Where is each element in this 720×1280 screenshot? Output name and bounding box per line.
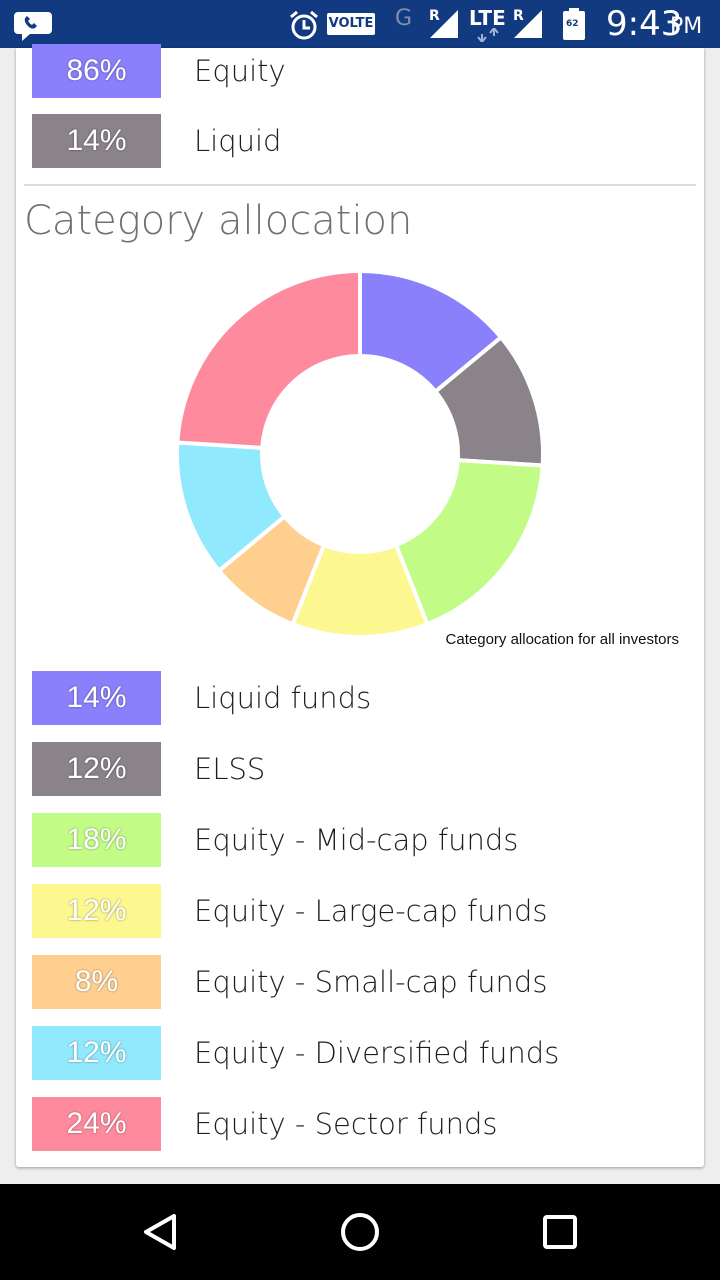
battery-icon bbox=[563, 8, 585, 40]
section-title: Category allocation bbox=[24, 198, 413, 244]
legend-row-small-cap: 8% Equity - Small-cap funds bbox=[32, 955, 692, 1009]
legend-label: Equity - Diversified funds bbox=[194, 1036, 560, 1070]
percent-swatch: 12% bbox=[32, 884, 161, 938]
legend-row-elss: 12% ELSS bbox=[32, 742, 692, 796]
percent-swatch: 12% bbox=[32, 1026, 161, 1080]
network-type-g: G bbox=[395, 6, 413, 31]
legend-label: Equity bbox=[194, 54, 286, 88]
percent-swatch: 14% bbox=[32, 114, 161, 168]
legend-label: Equity - Small-cap funds bbox=[194, 965, 548, 999]
percent-swatch: 86% bbox=[32, 44, 161, 98]
home-circle-icon[interactable] bbox=[332, 1208, 388, 1256]
status-bar: VOLTE G R LTE R 62 9:43 PM bbox=[0, 0, 720, 48]
asset-row-equity: 86% Equity bbox=[32, 44, 692, 98]
roaming-indicator: R bbox=[429, 8, 440, 24]
percent-swatch: 8% bbox=[32, 955, 161, 1009]
percent-swatch: 24% bbox=[32, 1097, 161, 1151]
data-arrows-icon bbox=[477, 28, 499, 42]
legend-label: Liquid bbox=[194, 124, 282, 158]
clock-ampm: PM bbox=[670, 14, 703, 39]
legend-row-large-cap: 12% Equity - Large-cap funds bbox=[32, 884, 692, 938]
legend-row-diversified: 12% Equity - Diversified funds bbox=[32, 1026, 692, 1080]
battery-level: 62 bbox=[566, 19, 579, 29]
donut-slice-equity-sector-funds bbox=[175, 268, 362, 450]
percent-swatch: 18% bbox=[32, 813, 161, 867]
recents-square-icon[interactable] bbox=[532, 1208, 588, 1256]
legend-label: ELSS bbox=[194, 752, 266, 786]
legend-label: Equity - Large-cap funds bbox=[194, 894, 548, 928]
legend-row-sector: 24% Equity - Sector funds bbox=[32, 1097, 692, 1151]
legend-row-liquid-funds: 14% Liquid funds bbox=[32, 671, 692, 725]
asset-row-liquid: 14% Liquid bbox=[32, 114, 692, 168]
chat-bubble-phone-icon bbox=[14, 12, 52, 41]
donut-slice-equity-mid-cap-funds bbox=[393, 458, 545, 627]
section-divider bbox=[24, 184, 696, 186]
category-donut-chart bbox=[175, 268, 545, 639]
legend-label: Equity - Mid-cap funds bbox=[194, 823, 519, 857]
legend-label: Liquid funds bbox=[194, 681, 372, 715]
navigation-bar bbox=[0, 1184, 720, 1280]
legend-row-mid-cap: 18% Equity - Mid-cap funds bbox=[32, 813, 692, 867]
clock-time: 9:43 bbox=[606, 4, 683, 44]
allocation-card: 86% Equity 14% Liquid Category allocatio… bbox=[16, 44, 704, 1167]
legend-label: Equity - Sector funds bbox=[194, 1107, 498, 1141]
chart-caption: Category allocation for all investors bbox=[445, 631, 679, 648]
signal-icon-2 bbox=[514, 10, 542, 38]
volte-badge: VOLTE bbox=[327, 13, 375, 35]
lte-indicator: LTE bbox=[469, 6, 506, 30]
alarm-clock-icon bbox=[290, 10, 318, 40]
back-triangle-icon[interactable] bbox=[132, 1208, 188, 1256]
percent-swatch: 14% bbox=[32, 671, 161, 725]
roaming-indicator-2: R bbox=[513, 8, 524, 24]
signal-icon bbox=[430, 10, 458, 38]
percent-swatch: 12% bbox=[32, 742, 161, 796]
